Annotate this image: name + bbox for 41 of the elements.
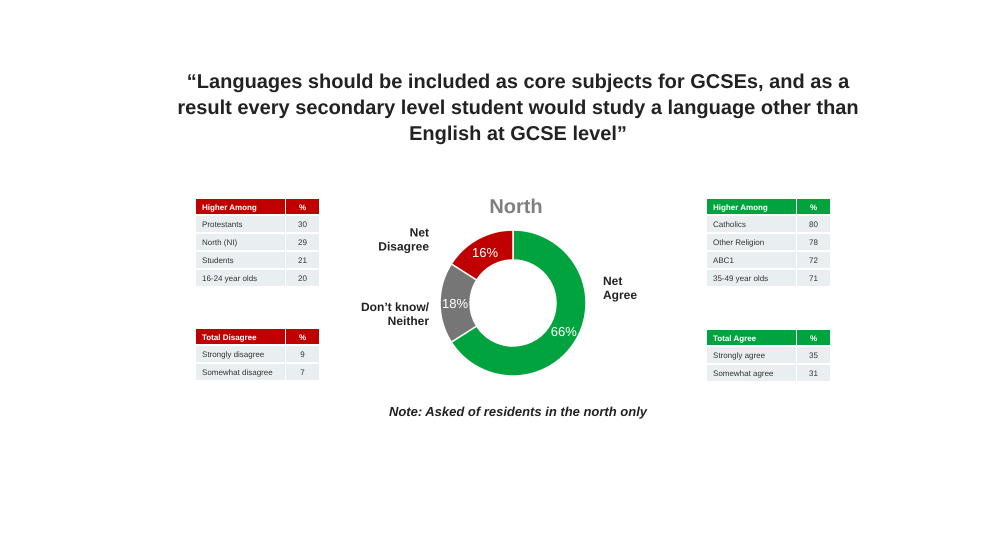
data-label: 21 xyxy=(298,256,308,265)
category-label: Somewhat disagree xyxy=(202,368,274,377)
chart-subtitle: North xyxy=(489,196,543,218)
text: % xyxy=(298,203,306,212)
text: % xyxy=(810,334,818,343)
data-label: 9 xyxy=(300,350,306,359)
category-label: 16-24 year olds xyxy=(202,274,258,283)
category-label: Protestants xyxy=(202,220,242,229)
data-label: 20 xyxy=(298,274,308,283)
category-label: North (NI) xyxy=(202,238,238,247)
category-label: Other Religion xyxy=(713,238,764,247)
category-label: Strongly disagree xyxy=(202,350,265,359)
category-label: Somewhat agree xyxy=(713,369,774,378)
text: % xyxy=(298,333,306,342)
category-label: Catholics xyxy=(713,220,746,229)
text: Total Disagree xyxy=(202,333,258,342)
data-label: 7 xyxy=(300,368,306,377)
data-label: 18% xyxy=(442,296,468,311)
text: Higher Among xyxy=(713,203,768,212)
data-label: 31 xyxy=(809,369,818,378)
data-label: 16% xyxy=(472,245,499,260)
data-label: 71 xyxy=(809,274,818,283)
data-label: 30 xyxy=(298,220,308,229)
text: Higher Among xyxy=(202,203,257,212)
slice-label: Net Disagree xyxy=(378,226,430,254)
category-label: ABC1 xyxy=(713,256,734,265)
slice-label: Net Agree xyxy=(603,274,638,302)
data-label: 78 xyxy=(809,238,818,247)
data-label: 80 xyxy=(809,220,818,229)
category-label: 35-49 year olds xyxy=(713,274,768,283)
text: % xyxy=(810,203,818,212)
data-label: 72 xyxy=(809,256,818,265)
category-label: Students xyxy=(202,256,234,265)
text: Note: Asked of residents in the north only xyxy=(388,404,648,419)
data-label: 66% xyxy=(550,324,578,339)
data-label: 35 xyxy=(809,351,818,360)
chart-title: “Languages should be included as core subjects for GCSEs, and as a result every secondary level student would study a language other than English at GCSE level” xyxy=(177,71,859,145)
text: Total Agree xyxy=(713,334,757,343)
category-label: Strongly agree xyxy=(713,351,766,360)
data-label: 29 xyxy=(298,238,308,247)
slice-label: Don’t know/ Neither xyxy=(361,300,430,328)
